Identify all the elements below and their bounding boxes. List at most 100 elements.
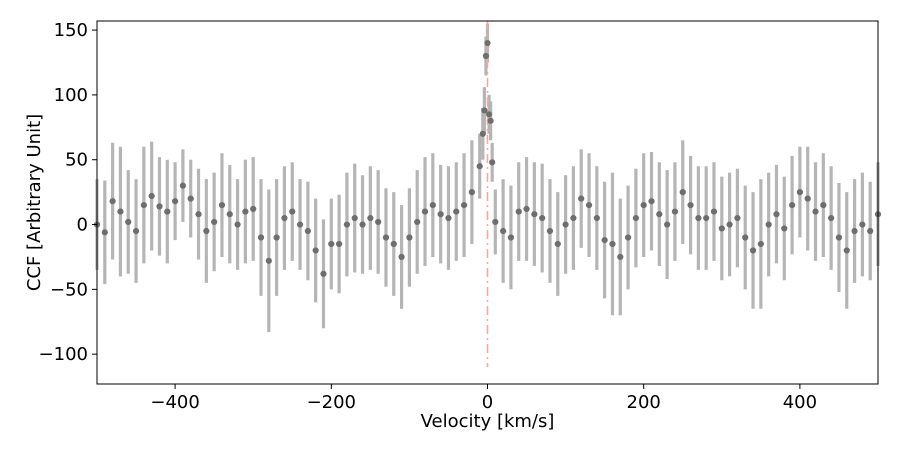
x-axis-label: Velocity [km/s] <box>421 411 555 432</box>
data-point <box>562 221 569 228</box>
y-tick-label: −100 <box>39 344 88 365</box>
data-point <box>421 208 429 215</box>
data-point <box>648 198 655 205</box>
data-point-layer <box>93 39 882 277</box>
data-point <box>585 201 593 209</box>
data-point <box>453 208 460 215</box>
data-point <box>414 218 421 226</box>
data-point <box>710 208 718 215</box>
data-point <box>187 195 194 202</box>
data-point <box>460 201 468 209</box>
data-point <box>742 234 749 241</box>
data-point <box>242 208 249 215</box>
data-point <box>859 221 866 228</box>
y-tick-label: 100 <box>54 85 88 106</box>
data-point <box>257 234 265 241</box>
data-point <box>843 247 850 254</box>
data-point <box>523 205 530 213</box>
data-point <box>531 211 538 218</box>
y-tick-label: 50 <box>65 150 88 171</box>
data-point <box>812 208 819 215</box>
data-point <box>570 214 577 222</box>
data-point <box>390 240 397 248</box>
data-point <box>664 221 671 228</box>
data-point <box>656 211 663 218</box>
data-point <box>867 227 874 235</box>
data-point <box>289 208 296 215</box>
data-point <box>640 201 647 209</box>
data-point <box>492 218 499 226</box>
data-point <box>765 221 772 228</box>
data-point <box>507 234 515 241</box>
data-point <box>359 221 366 228</box>
data-point <box>788 201 796 209</box>
data-point <box>140 201 147 209</box>
data-point <box>382 234 390 241</box>
data-point <box>546 227 554 235</box>
data-point <box>336 240 343 248</box>
data-point <box>835 234 843 241</box>
y-axis-ticks: −100 −50 0 50 100 150 <box>39 20 97 365</box>
data-point <box>218 201 226 209</box>
x-tick-label: 0 <box>482 392 493 413</box>
data-point <box>695 214 702 222</box>
data-point <box>195 211 202 218</box>
data-point <box>578 195 585 202</box>
data-point <box>273 234 280 241</box>
data-point <box>828 214 835 222</box>
data-point <box>125 218 132 226</box>
data-point <box>624 234 632 241</box>
data-point <box>734 214 741 222</box>
x-tick-label: −400 <box>150 392 199 413</box>
data-point <box>101 229 108 236</box>
data-point <box>479 130 486 137</box>
data-point <box>487 117 494 124</box>
data-point <box>489 159 496 166</box>
data-point <box>820 201 827 209</box>
data-point <box>601 236 608 244</box>
data-point <box>671 208 679 215</box>
data-point <box>398 253 405 261</box>
data-point <box>484 39 491 47</box>
data-point <box>343 221 351 228</box>
data-point <box>437 211 444 218</box>
y-tick-label: −50 <box>50 279 88 300</box>
data-point <box>265 257 272 264</box>
data-point <box>281 214 288 222</box>
data-point <box>851 227 858 235</box>
data-point <box>226 211 233 218</box>
y-axis-label: CCF [Arbitrary Unit] <box>24 114 45 291</box>
data-point <box>304 227 311 235</box>
data-point <box>718 225 725 232</box>
data-point <box>375 218 382 226</box>
data-point <box>156 203 163 210</box>
data-point <box>749 247 757 254</box>
data-point <box>476 163 483 170</box>
y-tick-label: 150 <box>54 20 88 41</box>
x-tick-label: 200 <box>627 392 661 413</box>
data-point <box>703 214 710 222</box>
x-tick-label: −200 <box>307 392 356 413</box>
data-point <box>726 221 733 228</box>
data-point <box>796 189 804 196</box>
data-point <box>367 214 374 222</box>
data-point <box>250 205 257 213</box>
data-point <box>109 198 116 205</box>
x-tick-label: 400 <box>783 392 817 413</box>
data-point <box>687 201 694 209</box>
x-axis-ticks: −400 −200 0 200 400 <box>150 384 817 413</box>
data-point <box>593 214 600 222</box>
data-point <box>328 240 335 248</box>
data-point <box>539 214 546 222</box>
data-point <box>164 208 171 215</box>
data-point <box>117 208 124 215</box>
data-point <box>485 111 493 118</box>
data-point <box>515 208 522 215</box>
data-point <box>679 189 686 196</box>
data-point <box>234 221 241 228</box>
y-tick-label: 0 <box>77 215 88 236</box>
data-point <box>468 189 475 196</box>
data-point <box>500 227 507 235</box>
